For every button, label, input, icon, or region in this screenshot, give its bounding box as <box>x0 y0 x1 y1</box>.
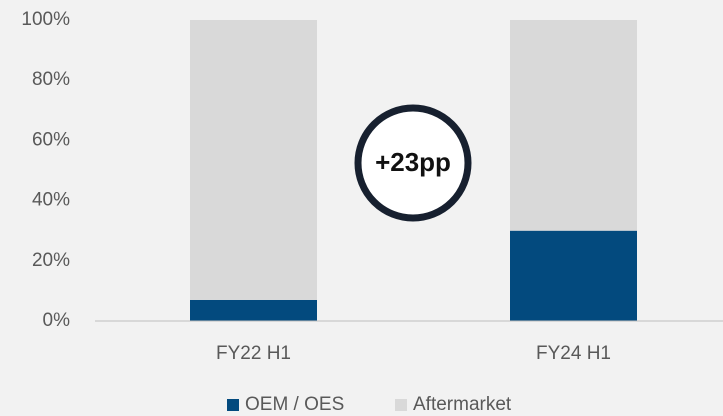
legend-label: Aftermarket <box>413 394 512 415</box>
y-tick-label: 100% <box>21 9 70 30</box>
bar-segment <box>190 299 317 321</box>
annotation-text: +23pp <box>375 147 451 177</box>
y-tick-label: 40% <box>32 190 70 211</box>
y-tick-label: 80% <box>32 69 70 90</box>
bar-segment <box>190 20 317 300</box>
legend-swatch <box>227 399 239 411</box>
annotation-badge <box>354 104 472 222</box>
legend-swatch <box>395 399 407 411</box>
legend-label: OEM / OES <box>245 394 344 415</box>
x-tick-label: FY24 H1 <box>536 343 611 364</box>
y-tick-label: 20% <box>32 250 70 271</box>
x-tick-label: FY22 H1 <box>216 343 291 364</box>
y-tick-label: 0% <box>43 310 71 331</box>
y-tick-label: 60% <box>32 129 70 150</box>
bar-segment <box>510 20 637 231</box>
bar-segment <box>510 230 637 321</box>
